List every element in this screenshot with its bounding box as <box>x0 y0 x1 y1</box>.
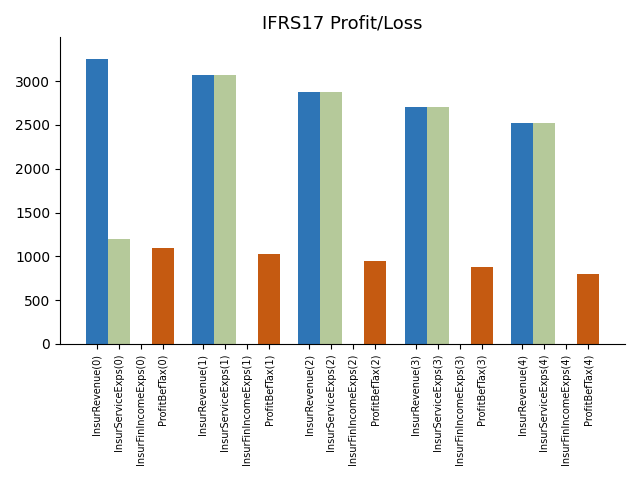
Bar <box>192 74 214 344</box>
Title: IFRS17 Profit/Loss: IFRS17 Profit/Loss <box>262 15 422 33</box>
Bar <box>471 267 493 344</box>
Bar <box>152 248 173 344</box>
Bar <box>108 239 129 344</box>
Bar <box>577 274 599 344</box>
Bar <box>298 92 321 344</box>
Bar <box>533 123 556 344</box>
Bar <box>86 59 108 344</box>
Bar <box>258 254 280 344</box>
Bar <box>405 108 427 344</box>
Bar <box>511 123 533 344</box>
Bar <box>364 261 387 344</box>
Bar <box>427 108 449 344</box>
Bar <box>321 92 342 344</box>
Bar <box>214 74 236 344</box>
